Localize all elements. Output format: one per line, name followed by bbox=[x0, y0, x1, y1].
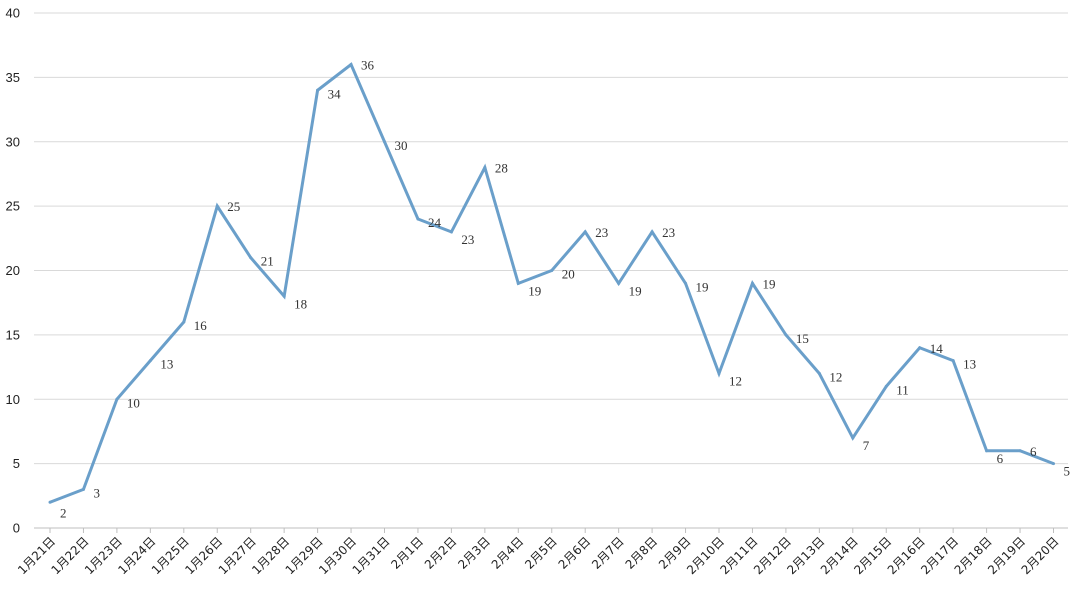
data-label: 12 bbox=[829, 370, 842, 385]
data-label: 24 bbox=[428, 215, 442, 230]
x-tick-label: 2月20日 bbox=[1019, 534, 1062, 577]
x-tick-label: 2月8日 bbox=[623, 534, 661, 572]
data-point bbox=[918, 346, 922, 350]
data-point bbox=[115, 397, 119, 401]
x-axis-ticks: 1月21日1月22日1月23日1月24日1月25日1月26日1月27日1月28日… bbox=[15, 528, 1062, 577]
data-point bbox=[1052, 462, 1055, 466]
y-tick-label: 35 bbox=[6, 70, 20, 85]
data-point bbox=[416, 217, 420, 221]
data-point bbox=[48, 500, 52, 504]
data-label: 28 bbox=[495, 161, 508, 176]
data-point bbox=[449, 230, 453, 234]
data-label: 13 bbox=[160, 357, 173, 372]
data-label: 2 bbox=[60, 505, 67, 520]
data-point bbox=[717, 372, 721, 375]
data-point bbox=[215, 204, 219, 208]
data-label: 19 bbox=[696, 279, 709, 294]
data-point bbox=[383, 140, 386, 144]
data-point bbox=[516, 281, 520, 285]
data-label: 10 bbox=[127, 395, 140, 410]
data-label: 23 bbox=[461, 232, 474, 247]
data-point bbox=[316, 88, 320, 92]
x-tick-label: 2月4日 bbox=[489, 534, 527, 572]
y-tick-label: 10 bbox=[6, 392, 20, 407]
data-label: 16 bbox=[194, 318, 208, 333]
data-label: 19 bbox=[528, 283, 541, 298]
data-point bbox=[583, 230, 587, 234]
data-label: 5 bbox=[1064, 464, 1071, 479]
y-tick-label: 40 bbox=[6, 6, 20, 21]
data-point bbox=[1018, 449, 1022, 453]
data-label: 23 bbox=[595, 225, 608, 240]
x-tick-label: 1月31日 bbox=[350, 534, 393, 577]
data-point bbox=[951, 359, 955, 363]
data-point bbox=[650, 230, 654, 234]
data-point bbox=[617, 281, 621, 285]
y-tick-label: 5 bbox=[13, 456, 20, 471]
data-label: 34 bbox=[328, 86, 342, 101]
data-label: 14 bbox=[930, 341, 944, 356]
data-label: 21 bbox=[261, 254, 274, 269]
data-label: 13 bbox=[963, 357, 976, 372]
x-tick-label: 2月3日 bbox=[455, 534, 493, 572]
data-point bbox=[851, 436, 855, 440]
data-point bbox=[817, 372, 821, 375]
y-tick-label: 20 bbox=[6, 263, 20, 278]
data-point bbox=[884, 384, 888, 388]
series-line-layer bbox=[48, 62, 1055, 504]
data-point bbox=[684, 281, 688, 285]
data-label: 36 bbox=[361, 58, 375, 73]
x-tick-label: 2月6日 bbox=[556, 534, 594, 572]
data-label: 20 bbox=[562, 267, 575, 282]
data-label: 12 bbox=[729, 374, 742, 389]
data-label: 11 bbox=[896, 382, 909, 397]
data-label: 30 bbox=[395, 138, 408, 153]
data-label: 25 bbox=[227, 199, 240, 214]
x-tick-label: 2月1日 bbox=[388, 534, 426, 572]
data-point bbox=[349, 63, 353, 66]
data-point bbox=[784, 333, 788, 337]
data-point bbox=[750, 281, 754, 285]
data-point bbox=[483, 166, 487, 169]
data-label: 3 bbox=[93, 485, 100, 500]
data-labels: 2310131625211834363024232819202319231912… bbox=[60, 58, 1070, 521]
y-tick-label: 0 bbox=[13, 521, 20, 536]
data-point bbox=[81, 487, 85, 491]
data-label: 18 bbox=[294, 296, 307, 311]
data-point bbox=[148, 359, 152, 363]
data-label: 19 bbox=[762, 276, 775, 291]
data-point bbox=[182, 320, 186, 324]
y-tick-label: 25 bbox=[6, 199, 20, 214]
data-label: 23 bbox=[662, 225, 675, 240]
data-label: 6 bbox=[1030, 444, 1037, 459]
series-line bbox=[49, 62, 1055, 504]
y-axis-ticks: 0 5 10 15 20 25 30 35 40 bbox=[6, 6, 20, 536]
data-point bbox=[985, 449, 989, 453]
data-label: 15 bbox=[796, 331, 809, 346]
data-point bbox=[249, 256, 253, 260]
x-tick-label: 2月7日 bbox=[589, 534, 627, 572]
data-label: 19 bbox=[629, 283, 642, 298]
data-label: 7 bbox=[863, 438, 870, 453]
data-label: 6 bbox=[997, 451, 1004, 466]
x-tick-label: 2月5日 bbox=[522, 534, 560, 572]
data-point bbox=[282, 294, 286, 298]
y-tick-label: 15 bbox=[6, 327, 20, 342]
x-tick-label: 2月2日 bbox=[422, 534, 460, 572]
data-point bbox=[550, 269, 554, 272]
y-tick-label: 30 bbox=[6, 134, 20, 149]
